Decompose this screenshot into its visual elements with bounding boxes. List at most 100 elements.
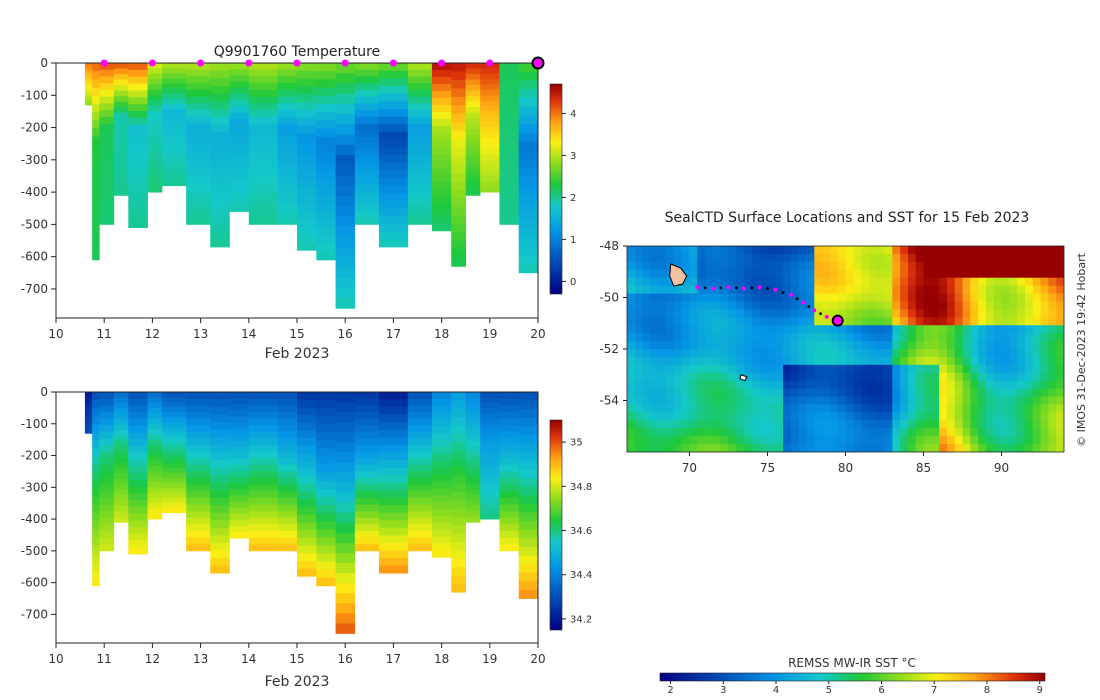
profile-cell — [499, 157, 520, 165]
sst-cell — [915, 388, 925, 398]
sst-cell — [627, 412, 636, 421]
sst-cell — [798, 325, 807, 334]
sst-cell — [954, 412, 964, 421]
sst-cell — [931, 246, 940, 255]
profile-cell — [407, 83, 433, 91]
profile-cell — [407, 524, 433, 532]
profile-cell — [229, 118, 250, 126]
colorbar-tick-label: 34.8 — [570, 482, 592, 493]
sst-cell — [1048, 325, 1057, 334]
profile-cell — [297, 507, 317, 516]
sst-cell — [775, 309, 784, 318]
profile-cell — [407, 103, 433, 111]
sst-cell — [790, 301, 800, 310]
profile-cell — [229, 507, 250, 515]
profile-cell — [113, 435, 129, 442]
sst-cell — [1009, 436, 1018, 445]
profile-cell — [297, 219, 317, 228]
profile-cell — [210, 208, 230, 217]
profile-cell — [499, 136, 520, 145]
profile-cell — [92, 464, 100, 474]
colorbar-tick-label: 1 — [570, 235, 576, 246]
profile-cell — [186, 177, 211, 185]
sst-cell — [822, 404, 831, 413]
sst-cell — [970, 380, 979, 390]
profile-cell — [316, 400, 336, 409]
sst-cell — [861, 253, 870, 263]
profile-cell — [113, 68, 129, 75]
sst-cell — [775, 404, 784, 413]
sst-cell — [900, 293, 909, 302]
profile-cell — [128, 193, 148, 201]
sst-cell — [892, 356, 901, 366]
s-profile-6 — [162, 392, 187, 514]
sst-cell — [978, 309, 987, 318]
profile-cell — [128, 439, 148, 447]
profile-cell — [186, 491, 211, 499]
profile-cell — [451, 483, 466, 493]
profile-cell — [84, 73, 93, 76]
profile-cell — [92, 537, 100, 546]
sst-cell — [806, 436, 815, 445]
sst-cell — [744, 364, 753, 374]
sst-cell — [1009, 246, 1018, 255]
profile-cell — [451, 113, 466, 123]
sst-cell — [681, 309, 690, 318]
sst-cell — [892, 246, 901, 255]
profile-cell — [499, 184, 520, 192]
sst-cell — [915, 404, 925, 413]
sst-cell — [1056, 261, 1064, 271]
sst-cell — [634, 293, 644, 302]
salinity-profiles — [84, 392, 538, 634]
sst-cell — [868, 285, 878, 295]
sst-cell — [970, 412, 979, 421]
sst-cell — [829, 269, 839, 279]
sst-cell — [806, 269, 815, 279]
profile-cell — [277, 392, 298, 400]
sst-cell — [642, 253, 651, 263]
sst-cell — [728, 253, 737, 263]
profile-cell — [162, 144, 187, 151]
sst-cell — [720, 372, 729, 382]
sst-cell — [861, 364, 870, 374]
profile-cell — [378, 452, 409, 461]
profile-cell — [248, 83, 279, 91]
s-profile-0 — [84, 392, 93, 434]
sst-cell — [978, 333, 987, 342]
sst-cell — [915, 317, 925, 326]
sst-cell — [775, 388, 784, 398]
profile-cell — [297, 530, 317, 539]
profile-cell — [84, 103, 93, 106]
sst-cell — [751, 396, 761, 405]
profile-cell — [297, 242, 317, 251]
sst-cell — [923, 436, 932, 445]
sst-cell — [829, 349, 839, 358]
profile-cell — [378, 482, 409, 491]
sst-cell — [939, 333, 948, 342]
profile-cell — [465, 145, 481, 152]
profile-cell — [316, 186, 336, 195]
profile-cell — [451, 181, 466, 191]
sst-cell — [681, 436, 690, 445]
sst-cell — [853, 341, 862, 350]
sst-cell — [962, 309, 971, 318]
profile-cell — [480, 143, 500, 150]
sst-cell — [1048, 428, 1057, 437]
profile-cell — [316, 63, 336, 72]
y-tick-label: 0 — [40, 385, 48, 399]
sst-cell — [907, 333, 917, 342]
profile-cell — [84, 89, 93, 92]
profile-cell — [277, 76, 298, 84]
profile-cell — [451, 223, 466, 233]
sst-cell — [868, 388, 878, 398]
sst-cell — [868, 396, 878, 405]
profile-cell — [92, 432, 100, 441]
sst-cell — [884, 444, 893, 452]
sst-cell — [1001, 285, 1010, 295]
profile-cell — [378, 193, 409, 202]
sst-cell — [806, 253, 815, 263]
sst-cell — [962, 412, 971, 421]
profile-cell — [407, 69, 433, 77]
sst-cell — [775, 333, 784, 342]
sst-cell — [689, 261, 698, 271]
